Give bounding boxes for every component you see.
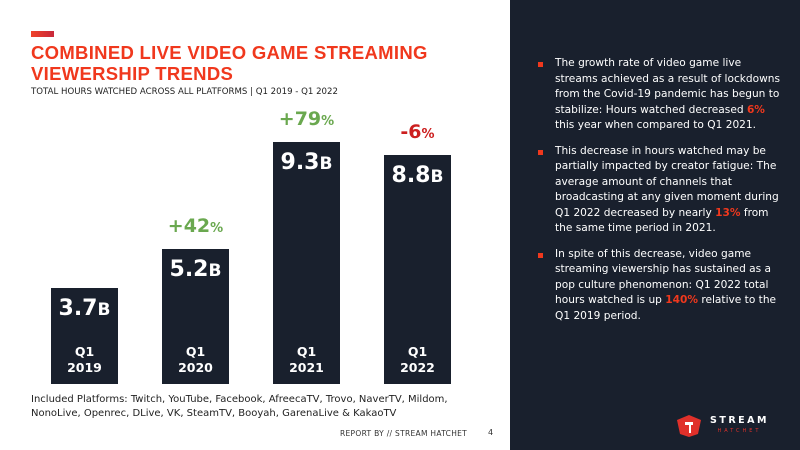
bar-q1-2020: 5.2B Q1 2020	[162, 248, 229, 384]
footer-report: REPORT BY // STREAM HATCHET	[340, 429, 468, 438]
bar-q1-2022: 8.8B Q1 2022	[384, 155, 451, 384]
change-label: +42%	[167, 214, 224, 237]
bullet-icon	[538, 252, 543, 258]
bar-value-label: 5.2B	[169, 256, 222, 282]
category-label: Q1 2022	[400, 343, 435, 375]
title-accent-bar	[31, 31, 54, 37]
page-title: COMBINED LIVE VIDEO GAME STREAMING VIEWER…	[31, 42, 428, 84]
bullet-icon	[538, 62, 543, 67]
bar-q1-2021: 9.3B Q1 2021	[273, 142, 340, 384]
hatchet-logo-icon	[677, 415, 701, 437]
platforms-note: Included Platforms: Twitch, YouTube, Fac…	[31, 394, 448, 419]
insight-item: In spite of this decrease, video game st…	[538, 247, 783, 325]
bar-value-label: 3.7B	[58, 295, 111, 321]
insights-list: The growth rate of video game live strea…	[538, 56, 783, 334]
bullet-icon	[538, 149, 543, 155]
category-label: Q1 2019	[67, 343, 102, 375]
page-subtitle: TOTAL HOURS WATCHED ACROSS ALL PLATFORMS…	[31, 87, 338, 97]
bar-value-label: 8.8B	[391, 163, 444, 188]
stream-hatchet-logo: STREAM HATCHET	[676, 414, 769, 438]
insight-item: The growth rate of video game live strea…	[538, 56, 783, 134]
insight-item: This decrease in hours watched may be pa…	[538, 144, 783, 237]
insights-panel	[510, 0, 800, 450]
bar-chart: 3.7B Q1 2019 5.2B Q1 2020 +42% 9.3B Q1 2021 +79% 8.…	[51, 108, 451, 384]
category-label: Q1 2020	[178, 343, 213, 375]
change-label: +79%	[278, 108, 335, 130]
bar-value-label: 9.3B	[280, 150, 333, 175]
category-label: Q1 2021	[289, 344, 324, 375]
change-label: -6%	[400, 121, 435, 143]
bar-q1-2019: 3.7B Q1 2019	[51, 287, 118, 384]
page-number: 4	[488, 428, 494, 437]
